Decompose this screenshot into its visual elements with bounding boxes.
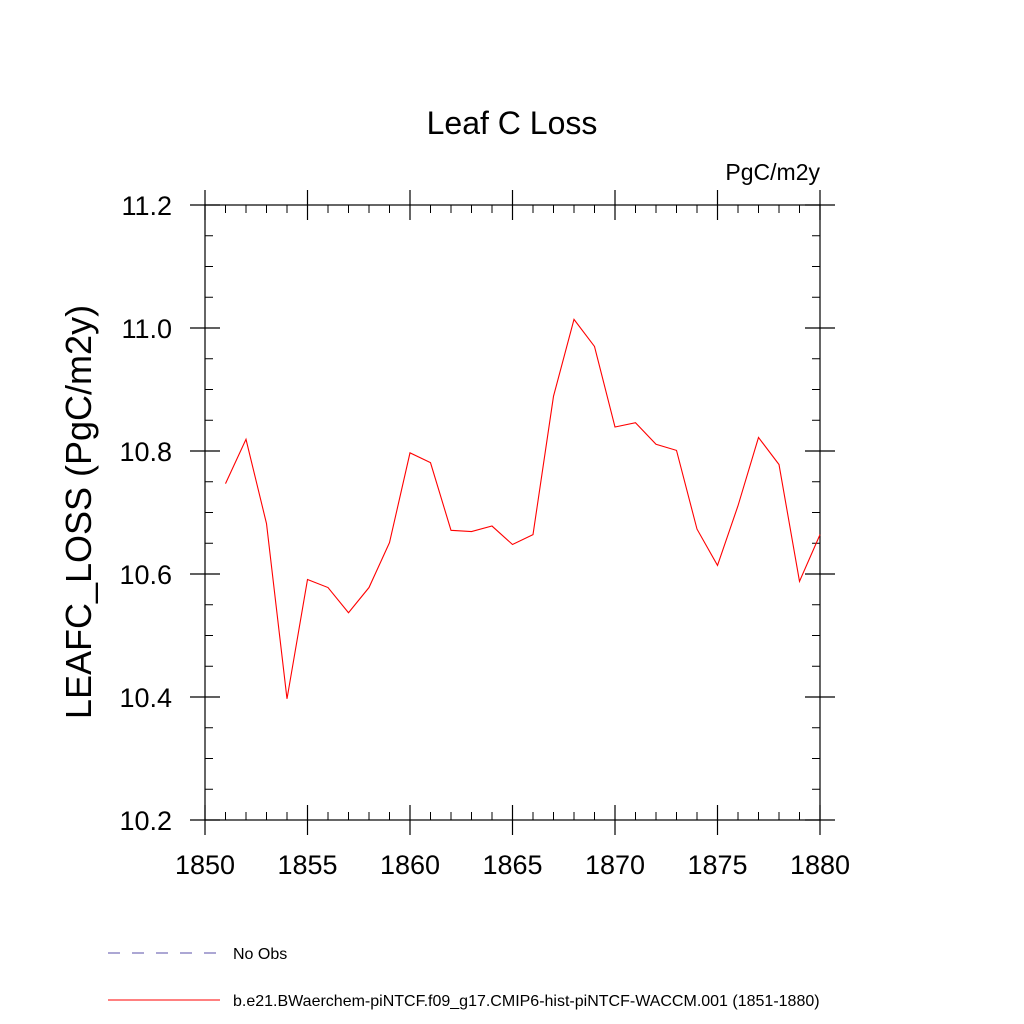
x-tick-label: 1860 [380,850,440,880]
x-tick-label: 1865 [482,850,542,880]
chart-title: Leaf C Loss [427,105,598,141]
x-tick-label: 1875 [687,850,747,880]
axis-tick-labels: 1850 1855 1860 1865 1870 1875 1880 10.2 10.4 10.6… [119,191,850,880]
axis-ticks [190,190,835,835]
x-tick-label: 1855 [277,850,337,880]
y-tick-label: 11.0 [121,314,172,344]
series-layer [225,318,821,699]
legend: No Obs b.e21.BWaerchem-piNTCF.f09_g17.CMI… [108,946,820,1010]
x-tick-label: 1880 [790,850,850,880]
y-tick-label: 11.2 [121,191,172,221]
x-tick-label: 1850 [175,850,235,880]
legend-label: No Obs [233,946,287,963]
x-tick-label: 1870 [585,850,645,880]
y-tick-label: 10.2 [119,806,172,836]
plot-frame [204,204,821,821]
units-label: PgC/m2y [725,159,820,185]
legend-label: b.e21.BWaerchem-piNTCF.f09_g17.CMIP6-his… [233,993,820,1010]
series-line [225,318,821,699]
y-axis-label: LEAFC_LOSS (PgC/m2y) [58,305,99,719]
y-tick-label: 10.6 [119,560,172,590]
y-tick-label: 10.8 [119,437,172,467]
y-tick-label: 10.4 [119,683,172,713]
